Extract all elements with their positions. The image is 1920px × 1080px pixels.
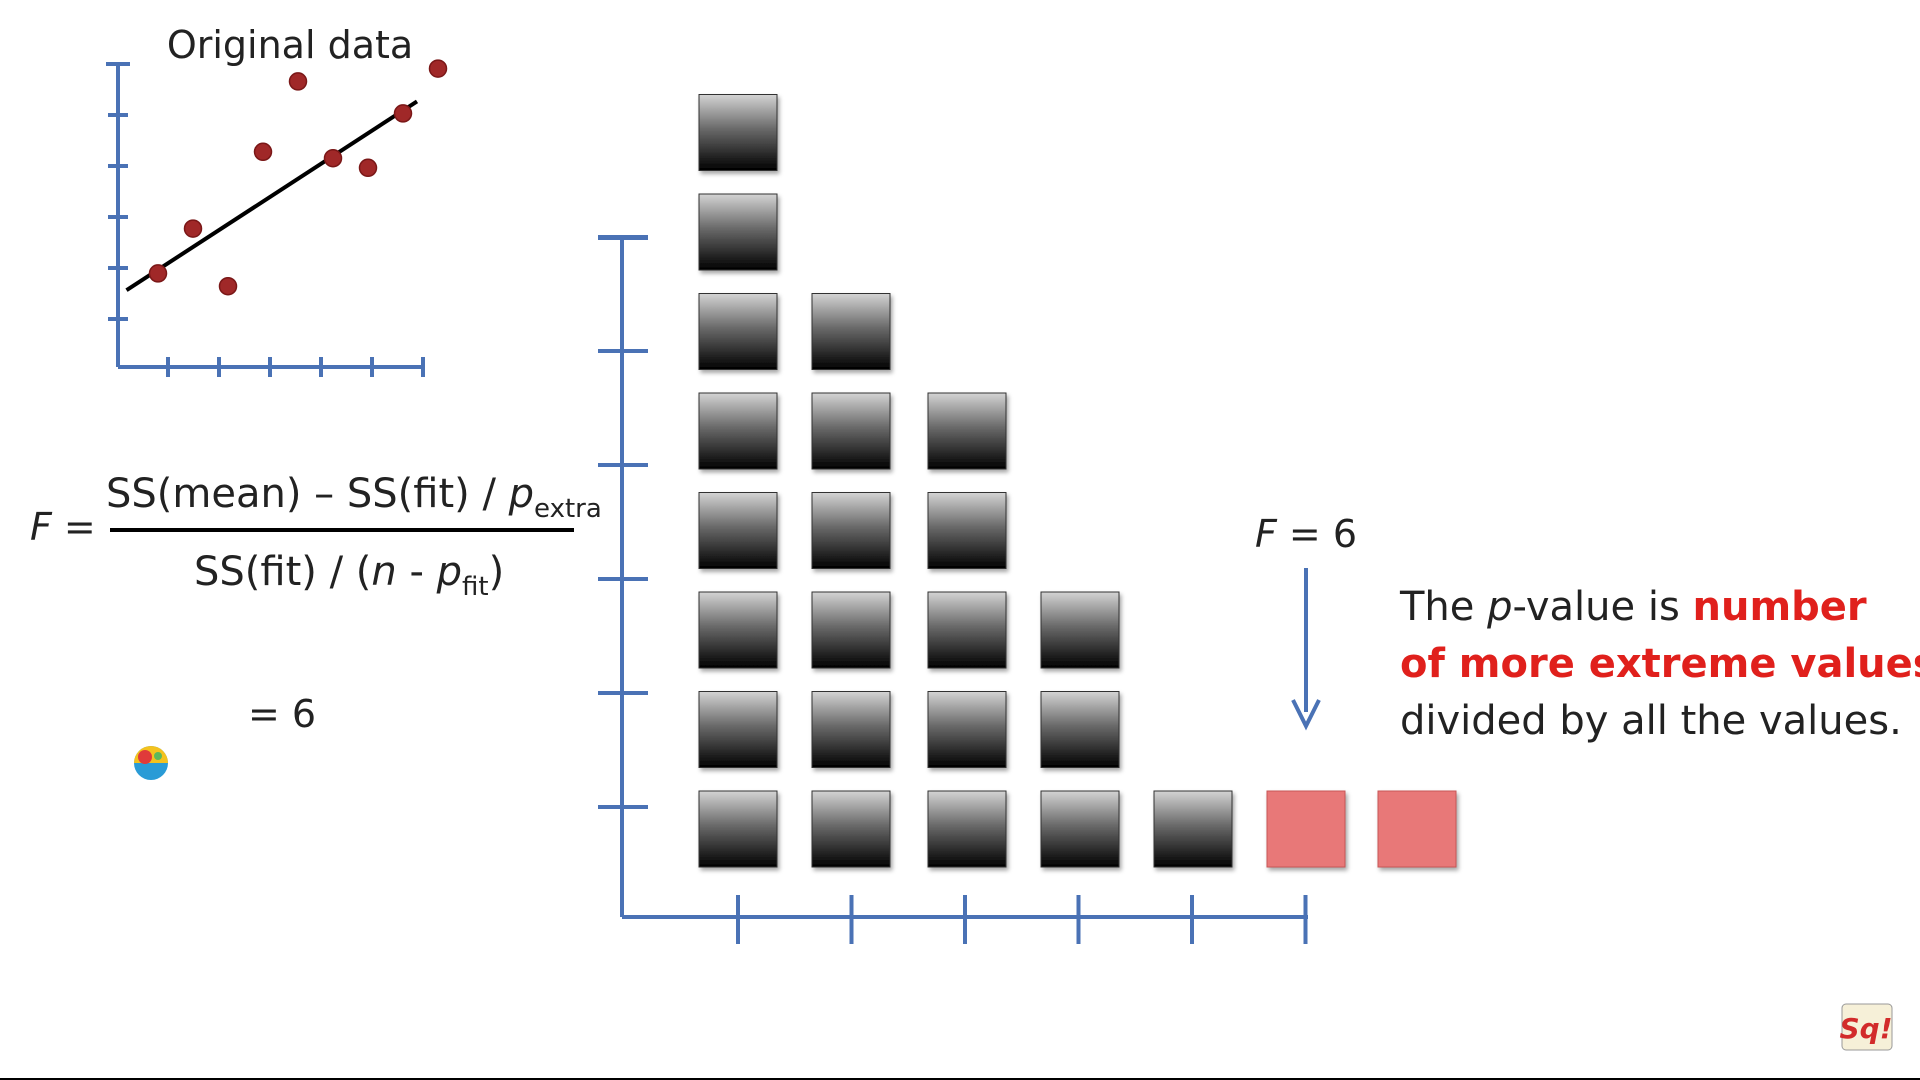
f-histogram: [598, 94, 1457, 944]
p-value-explanation: The p-value is number of more extreme va…: [1399, 584, 1920, 744]
arrow-head-icon: [1291, 699, 1321, 731]
formula-lhs: F =: [30, 505, 96, 549]
scatter-plot: Original data: [106, 23, 448, 377]
scatter-point: [323, 148, 343, 168]
histogram-box: [698, 94, 778, 171]
numerator-p: p: [508, 471, 534, 517]
histogram-box: [811, 691, 891, 768]
scatter-axes: [106, 62, 425, 377]
f-formula: F = SS(mean) – SS(fit) / pextra SS(fit) …: [30, 471, 602, 736]
formula-result: = 6: [248, 692, 316, 736]
histogram-box: [811, 790, 891, 868]
denominator-text: SS(fit) / (: [194, 549, 371, 595]
scatter-point: [253, 142, 273, 162]
scatter-point: [148, 264, 168, 283]
scatter-point: [428, 59, 448, 78]
scatter-point: [358, 158, 378, 178]
f-marker: F = 6: [1255, 512, 1357, 731]
denominator-p: p: [436, 549, 462, 595]
histogram-axes: [598, 235, 1308, 944]
histogram-box: [698, 790, 778, 868]
logo-text: Sq!: [1840, 1012, 1893, 1045]
histogram-box: [698, 293, 778, 370]
badge-icon: [134, 746, 168, 780]
scatter-points: [148, 59, 448, 296]
histogram-box: [927, 392, 1007, 470]
histogram-box: [811, 293, 891, 370]
histogram-box: [1040, 591, 1120, 669]
scatter-title: Original data: [167, 23, 413, 67]
histogram-box: [698, 492, 778, 569]
histogram-box: [698, 392, 778, 470]
histogram-boxes: [698, 94, 1457, 868]
histogram-box: [811, 392, 891, 470]
denominator-subscript: fit: [462, 572, 489, 602]
histogram-box: [1153, 790, 1233, 868]
scatter-point: [218, 276, 238, 296]
histogram-box: [698, 193, 778, 271]
explanation-line-3: divided by all the values.: [1400, 698, 1902, 744]
formula-denominator: SS(fit) / (n - pfit): [194, 549, 504, 602]
histogram-box: [927, 790, 1007, 868]
histogram-box: [927, 691, 1007, 768]
histogram-box-extreme: [1266, 790, 1346, 868]
histogram-box: [698, 691, 778, 768]
explanation-line-1: The p-value is number: [1399, 584, 1867, 630]
numerator-text: SS(mean) – SS(fit) /: [106, 471, 509, 517]
channel-logo: Sq!: [1840, 1003, 1893, 1051]
histogram-box: [811, 591, 891, 669]
f-marker-label: F = 6: [1255, 512, 1357, 556]
numerator-subscript: extra: [534, 494, 602, 524]
formula-numerator: SS(mean) – SS(fit) / pextra: [106, 471, 602, 524]
histogram-box: [1040, 691, 1120, 768]
histogram-box: [927, 591, 1007, 669]
histogram-box: [698, 591, 778, 669]
histogram-box-extreme: [1377, 790, 1457, 868]
scatter-point: [183, 219, 203, 238]
histogram-box: [927, 492, 1007, 569]
histogram-box: [811, 492, 891, 569]
histogram-box: [1040, 790, 1120, 868]
scatter-point: [393, 104, 413, 123]
bottom-border: [0, 1078, 1920, 1080]
denominator-n: n: [371, 549, 396, 595]
scatter-point: [288, 72, 308, 91]
fit-line: [125, 99, 419, 292]
explanation-line-2: of more extreme values: [1400, 641, 1920, 687]
